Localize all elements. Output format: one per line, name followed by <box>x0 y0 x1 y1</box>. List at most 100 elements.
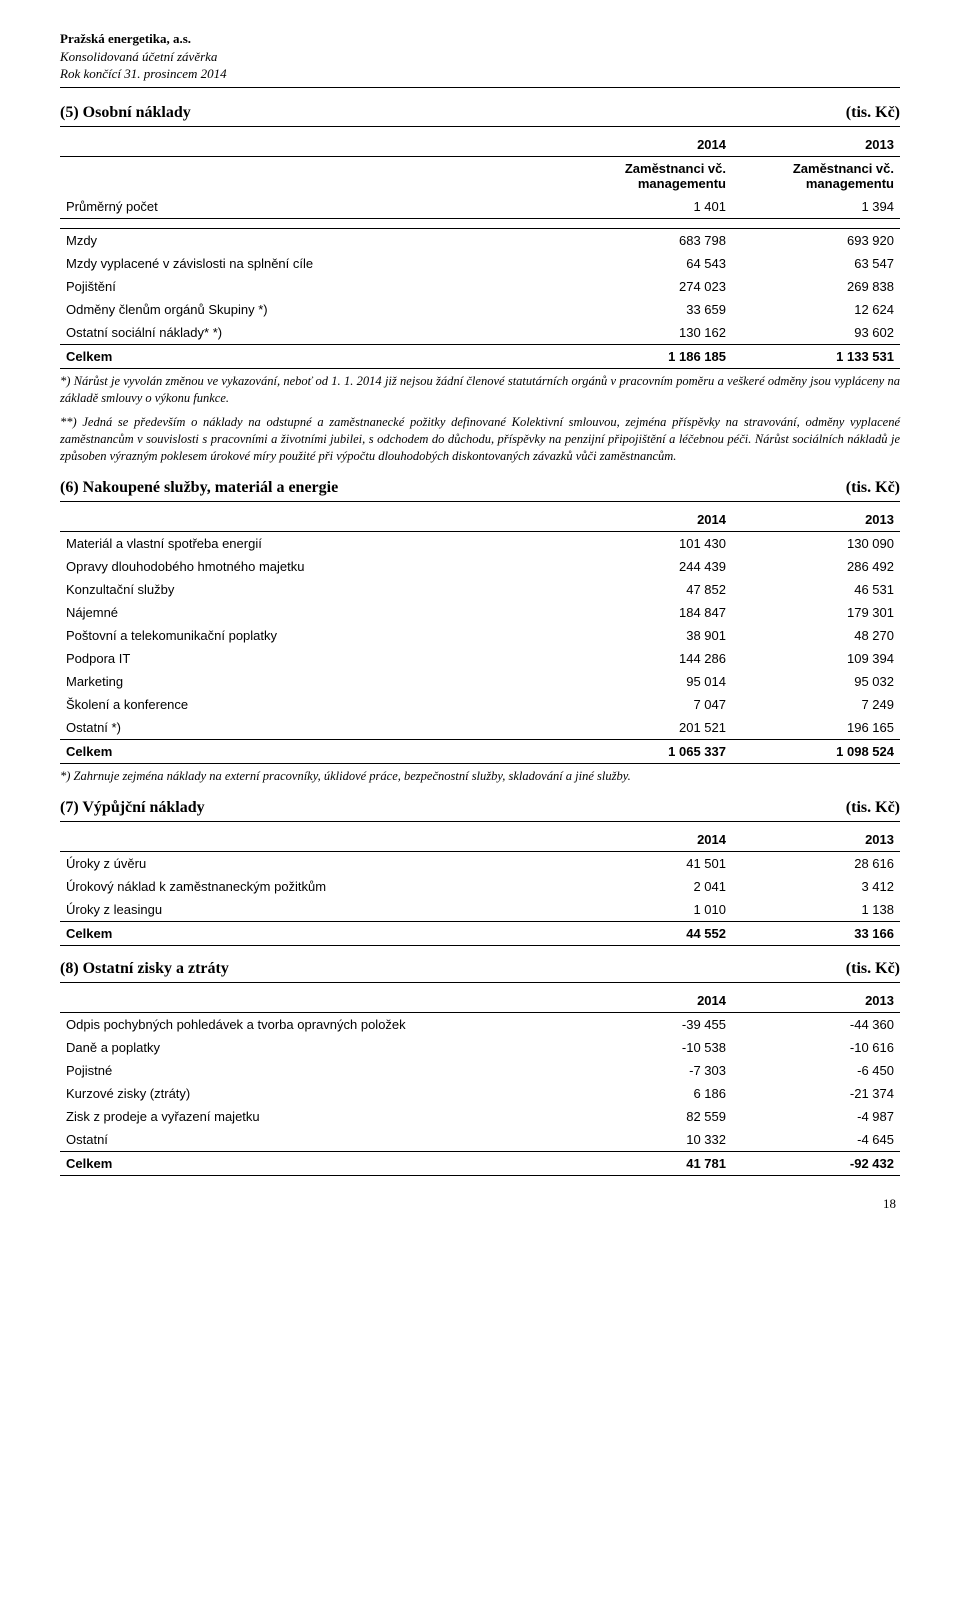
row-v1: 683 798 <box>564 228 732 252</box>
row-v1: 101 430 <box>564 532 732 556</box>
company-name: Pražská energetika, a.s. <box>60 30 900 48</box>
total-row: Celkem 1 065 337 1 098 524 <box>60 740 900 764</box>
total-v1: 41 781 <box>564 1151 732 1175</box>
row-label: Nájemné <box>60 601 564 624</box>
row-v1: 244 439 <box>564 555 732 578</box>
section7-title: (7) Výpůjční náklady (tis. Kč) <box>60 799 900 822</box>
table-row: Konzultační služby 47 852 46 531 <box>60 578 900 601</box>
row-v2: 46 531 <box>732 578 900 601</box>
row-v2: 93 602 <box>732 321 900 345</box>
section6-title: (6) Nakoupené služby, materiál a energie… <box>60 479 900 502</box>
row-label: Kurzové zisky (ztráty) <box>60 1082 564 1105</box>
row-v1: 7 047 <box>564 693 732 716</box>
row-v2: 63 547 <box>732 252 900 275</box>
total-v2: 1 098 524 <box>732 740 900 764</box>
year-row: 2014 2013 <box>60 133 900 157</box>
total-v1: 1 065 337 <box>564 740 732 764</box>
row-label: Pojištění <box>60 275 564 298</box>
row-label: Poštovní a telekomunikační poplatky <box>60 624 564 647</box>
row-label: Materiál a vlastní spotřeba energií <box>60 532 564 556</box>
total-label: Celkem <box>60 740 564 764</box>
row-v2: -4 987 <box>732 1105 900 1128</box>
section5-title: (5) Osobní náklady (tis. Kč) <box>60 104 900 127</box>
section5-note2: **) Jedná se především o náklady na odst… <box>60 414 900 465</box>
year-row: 2014 2013 <box>60 828 900 852</box>
row-v2: 269 838 <box>732 275 900 298</box>
table-row: Pojistné -7 303 -6 450 <box>60 1059 900 1082</box>
row-v2: -10 616 <box>732 1036 900 1059</box>
table-row: Nájemné 184 847 179 301 <box>60 601 900 624</box>
row-v1: 2 041 <box>564 875 732 898</box>
table-row: Kurzové zisky (ztráty) 6 186 -21 374 <box>60 1082 900 1105</box>
section7-title-left: (7) Výpůjční náklady <box>60 799 205 817</box>
table-row: Odpis pochybných pohledávek a tvorba opr… <box>60 1012 900 1036</box>
subhead-1: Zaměstnanci vč. managementu <box>564 156 732 195</box>
row-label: Zisk z prodeje a vyřazení majetku <box>60 1105 564 1128</box>
table-row: Materiál a vlastní spotřeba energií 101 … <box>60 532 900 556</box>
year-2013: 2013 <box>732 828 900 852</box>
total-label: Celkem <box>60 921 564 945</box>
row-label: Podpora IT <box>60 647 564 670</box>
year-2014: 2014 <box>564 133 732 157</box>
row-v1: 38 901 <box>564 624 732 647</box>
row-v1: -7 303 <box>564 1059 732 1082</box>
row-v2: 286 492 <box>732 555 900 578</box>
row-label: Školení a konference <box>60 693 564 716</box>
row-label: Ostatní sociální náklady* *) <box>60 321 564 345</box>
row-v2: 12 624 <box>732 298 900 321</box>
row-v2: 7 249 <box>732 693 900 716</box>
row-v1: 184 847 <box>564 601 732 624</box>
row-v1: 64 543 <box>564 252 732 275</box>
row-v2: 196 165 <box>732 716 900 740</box>
section5-title-left: (5) Osobní náklady <box>60 104 191 122</box>
year-2013: 2013 <box>732 989 900 1013</box>
row-v1: 130 162 <box>564 321 732 345</box>
row-label: Mzdy <box>60 228 564 252</box>
row-label: Ostatní <box>60 1128 564 1152</box>
doc-header: Pražská energetika, a.s. Konsolidovaná ú… <box>60 30 900 83</box>
year-2014: 2014 <box>564 828 732 852</box>
year-2014: 2014 <box>564 989 732 1013</box>
subhead-2: Zaměstnanci vč. managementu <box>732 156 900 195</box>
table-row: Úrokový náklad k zaměstnaneckým požitkům… <box>60 875 900 898</box>
row-v1: 201 521 <box>564 716 732 740</box>
table-row: Mzdy 683 798 693 920 <box>60 228 900 252</box>
year-2013: 2013 <box>732 508 900 532</box>
total-v1: 1 186 185 <box>564 344 732 368</box>
table-row: Marketing 95 014 95 032 <box>60 670 900 693</box>
year-2013: 2013 <box>732 133 900 157</box>
row-v1: 33 659 <box>564 298 732 321</box>
table-row: Mzdy vyplacené v závislosti na splnění c… <box>60 252 900 275</box>
row-label: Ostatní *) <box>60 716 564 740</box>
total-label: Celkem <box>60 1151 564 1175</box>
row-v1: 10 332 <box>564 1128 732 1152</box>
subhead-row: Zaměstnanci vč. managementu Zaměstnanci … <box>60 156 900 195</box>
table-row: Úroky z úvěru 41 501 28 616 <box>60 851 900 875</box>
table-row: Pojištění 274 023 269 838 <box>60 275 900 298</box>
row-v1: 82 559 <box>564 1105 732 1128</box>
row-v1: 41 501 <box>564 851 732 875</box>
row-v1: 47 852 <box>564 578 732 601</box>
row-v2: 28 616 <box>732 851 900 875</box>
table-row: Podpora IT 144 286 109 394 <box>60 647 900 670</box>
row-label: Pojistné <box>60 1059 564 1082</box>
page-number: 18 <box>60 1196 900 1212</box>
header-rule <box>60 87 900 88</box>
table-row: Poštovní a telekomunikační poplatky 38 9… <box>60 624 900 647</box>
row-label: Odměny členům orgánů Skupiny *) <box>60 298 564 321</box>
row-v2: 109 394 <box>732 647 900 670</box>
section8-title-right: (tis. Kč) <box>846 960 900 978</box>
row-v2: 130 090 <box>732 532 900 556</box>
section5-table: 2014 2013 Zaměstnanci vč. managementu Za… <box>60 133 900 369</box>
row-v1: 1 010 <box>564 898 732 922</box>
avg-v2: 1 394 <box>732 195 900 219</box>
table-row <box>60 218 900 228</box>
doc-header-line2: Konsolidovaná účetní závěrka <box>60 48 900 66</box>
total-v1: 44 552 <box>564 921 732 945</box>
year-row: 2014 2013 <box>60 989 900 1013</box>
table-row: Daně a poplatky -10 538 -10 616 <box>60 1036 900 1059</box>
row-label: Odpis pochybných pohledávek a tvorba opr… <box>60 1012 564 1036</box>
section8-title-left: (8) Ostatní zisky a ztráty <box>60 960 229 978</box>
row-label: Úrokový náklad k zaměstnaneckým požitkům <box>60 875 564 898</box>
table-row: Ostatní *) 201 521 196 165 <box>60 716 900 740</box>
